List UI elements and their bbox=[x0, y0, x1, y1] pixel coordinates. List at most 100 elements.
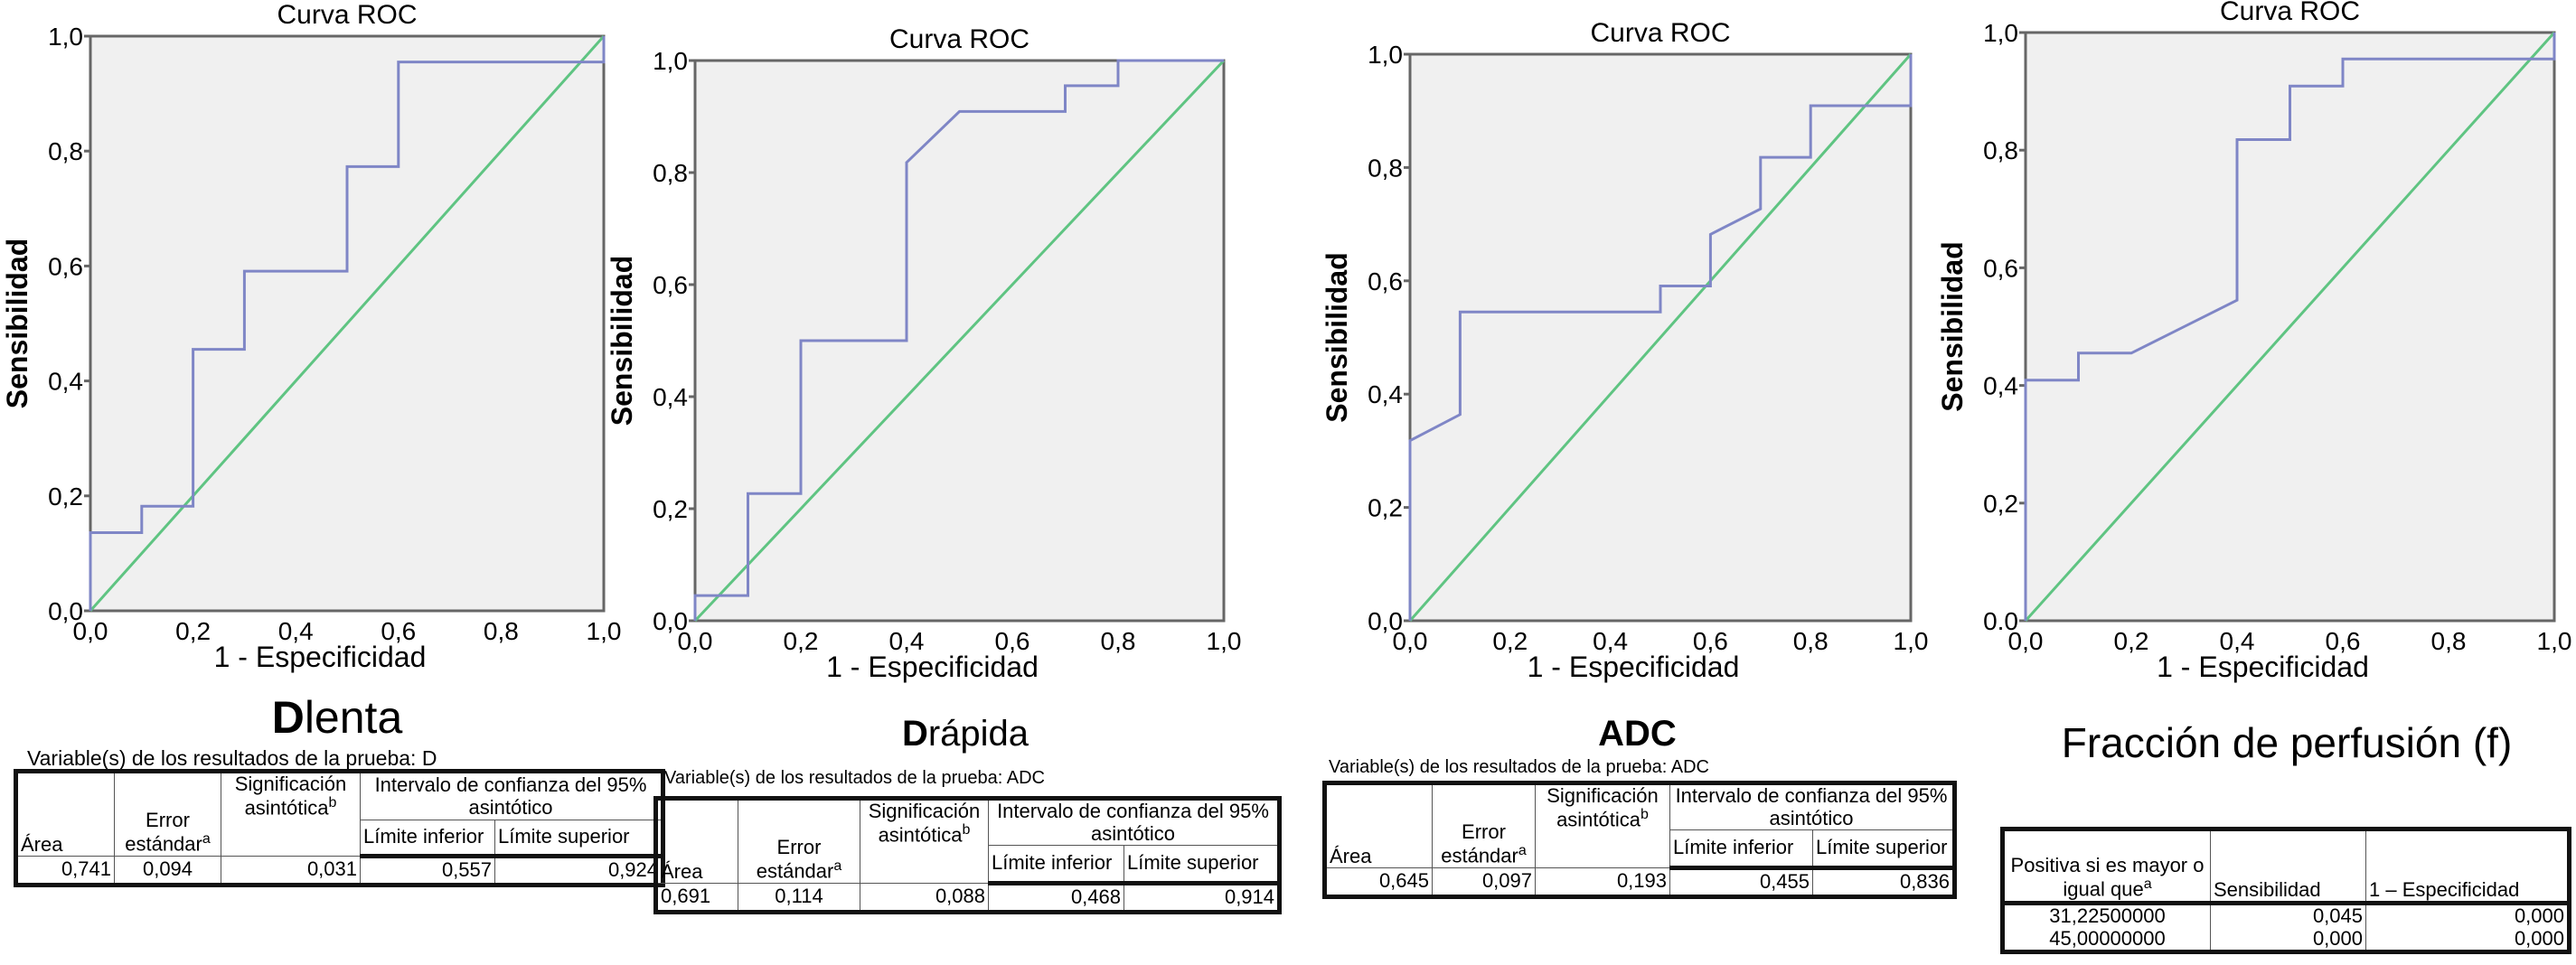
y-tick-label: 1,0 bbox=[653, 47, 688, 75]
x-tick-label: 0,6 bbox=[995, 627, 1030, 655]
x-axis-label: 1 - Especificidad bbox=[826, 651, 1039, 683]
x-tick-label: 0,2 bbox=[784, 627, 819, 655]
x-tick-label: 0,4 bbox=[1593, 627, 1628, 655]
header-1-specificity: 1 – Especificidad bbox=[2365, 829, 2570, 905]
table-title: Fracción de perfusión (f) bbox=[2061, 719, 2513, 766]
cell: 0,924 bbox=[494, 856, 664, 885]
header-upper: Límite superior bbox=[1811, 829, 1956, 870]
header-significance: Significación asintóticab bbox=[860, 798, 989, 884]
y-tick-label: 0,2 bbox=[1983, 490, 2018, 518]
roc-curve bbox=[1408, 54, 1913, 621]
x-tick-label: 1,0 bbox=[1894, 627, 1929, 655]
cell: 0,114 bbox=[738, 883, 860, 913]
cell: 0,097 bbox=[1432, 867, 1536, 897]
y-axis-label: Sensibilidad bbox=[1321, 252, 1353, 422]
y-tick-label: 0,6 bbox=[1983, 254, 2018, 282]
cell: 0,741 bbox=[15, 856, 115, 885]
x-axis-label: 1 - Especificidad bbox=[2157, 651, 2369, 683]
results-table: Área Error estándara Significación asint… bbox=[653, 796, 1283, 914]
y-tick-label: 0,0 bbox=[1368, 607, 1403, 635]
title-bold: D bbox=[901, 714, 928, 754]
y-tick-label: 0,2 bbox=[653, 495, 688, 523]
cell: 0,193 bbox=[1535, 867, 1670, 897]
cell: 0,045 bbox=[2210, 903, 2366, 928]
cell: 0,468 bbox=[988, 883, 1124, 913]
cell: 0,000 bbox=[2365, 927, 2570, 952]
x-tick-label: 0,6 bbox=[2326, 627, 2361, 655]
x-tick-label: 1,0 bbox=[587, 617, 622, 645]
roc-curve bbox=[2024, 33, 2556, 621]
x-tick-label: 0,0 bbox=[73, 617, 108, 645]
y-axis-label: Sensibilidad bbox=[606, 256, 638, 426]
coordinates-table: Positiva si es mayor o igual quea Sensib… bbox=[2000, 827, 2571, 954]
cell: 45,00000000 bbox=[2002, 927, 2211, 952]
cell: 0,000 bbox=[2365, 903, 2570, 928]
title-rest: lenta bbox=[304, 692, 403, 743]
cell: 0,455 bbox=[1669, 867, 1813, 897]
reference-line bbox=[2024, 31, 2556, 623]
y-tick-label: 0,8 bbox=[1983, 136, 2018, 164]
reference-line bbox=[1408, 53, 1913, 622]
header-significance: Significación asintóticab bbox=[221, 771, 361, 857]
x-tick-label: 0,2 bbox=[2114, 627, 2149, 655]
y-tick-label: 1,0 bbox=[1368, 41, 1403, 69]
y-tick-label: 0,4 bbox=[1368, 380, 1403, 408]
chart-title: Curva ROC bbox=[277, 0, 417, 30]
x-tick-label: 0,8 bbox=[1101, 627, 1136, 655]
y-tick-label: 0,6 bbox=[653, 271, 688, 299]
cell: 0,836 bbox=[1811, 867, 1956, 897]
y-tick-label: 0,4 bbox=[653, 383, 688, 411]
header-lower: Límite inferior bbox=[360, 820, 495, 858]
header-error: Error estándara bbox=[1432, 782, 1536, 868]
y-axis-label: Sensibilidad bbox=[1936, 241, 1969, 411]
header-area: Área bbox=[655, 798, 738, 884]
header-lower: Límite inferior bbox=[1669, 829, 1813, 870]
chart-title: Curva ROC bbox=[1590, 18, 1730, 48]
roc-curve bbox=[693, 59, 1224, 621]
x-tick-label: 0,6 bbox=[1693, 627, 1728, 655]
chart-title: Curva ROC bbox=[2220, 0, 2360, 26]
x-tick-label: 0,4 bbox=[2220, 627, 2255, 655]
x-tick-label: 0,0 bbox=[1393, 627, 1428, 655]
title-rest: rápida bbox=[927, 714, 1029, 754]
table-title: Drápida bbox=[653, 714, 1277, 754]
cell: 0,031 bbox=[221, 856, 361, 885]
y-tick-label: 0,8 bbox=[48, 137, 83, 165]
x-tick-label: 0,6 bbox=[381, 617, 416, 645]
header-ci: Intervalo de confianza del 95% asintótic… bbox=[987, 798, 1281, 846]
y-tick-label: 0,6 bbox=[48, 252, 83, 280]
y-axis-label: Sensibilidad bbox=[1, 239, 33, 408]
header-positive-if: Positiva si es mayor o igual quea bbox=[2002, 829, 2211, 905]
table-title: Dlenta bbox=[14, 691, 661, 744]
y-tick-label: 0,4 bbox=[1983, 372, 2018, 400]
y-tick-label: 0,2 bbox=[48, 482, 83, 511]
table-subtitle: Variable(s) de los resultados de la prue… bbox=[664, 768, 1045, 788]
cell: 0,914 bbox=[1123, 883, 1281, 913]
header-sensitivity: Sensibilidad bbox=[2210, 829, 2366, 905]
header-upper: Límite superior bbox=[494, 820, 664, 858]
table-subtitle: Variable(s) de los resultados de la prue… bbox=[1329, 757, 1709, 777]
x-tick-label: 1,0 bbox=[1207, 627, 1242, 655]
x-tick-label: 0,8 bbox=[1793, 627, 1829, 655]
y-tick-label: 1,0 bbox=[48, 23, 83, 51]
x-tick-label: 0,0 bbox=[2008, 627, 2044, 655]
table-title: ADC bbox=[1322, 714, 1952, 754]
x-tick-label: 0,8 bbox=[2431, 627, 2467, 655]
cell: 0,094 bbox=[114, 856, 221, 885]
chart-title: Curva ROC bbox=[889, 24, 1029, 54]
x-tick-label: 0,2 bbox=[1492, 627, 1528, 655]
header-significance: Significación asintóticab bbox=[1535, 782, 1670, 868]
y-tick-label: 0,8 bbox=[653, 159, 688, 187]
header-upper: Límite superior bbox=[1123, 845, 1281, 885]
x-axis-label: 1 - Especificidad bbox=[1528, 651, 1740, 683]
x-tick-label: 0,4 bbox=[278, 617, 314, 645]
title-bold: ADC bbox=[1598, 714, 1677, 754]
header-error: Error estándara bbox=[114, 771, 221, 857]
cell: 0,557 bbox=[360, 856, 495, 885]
title-bold: D bbox=[271, 692, 305, 743]
cell: 0,088 bbox=[860, 883, 989, 913]
y-tick-label: 0,0 bbox=[653, 607, 688, 635]
cell: 0,691 bbox=[655, 883, 738, 913]
y-tick-label: 0,6 bbox=[1368, 267, 1403, 295]
header-area: Área bbox=[1324, 782, 1433, 868]
